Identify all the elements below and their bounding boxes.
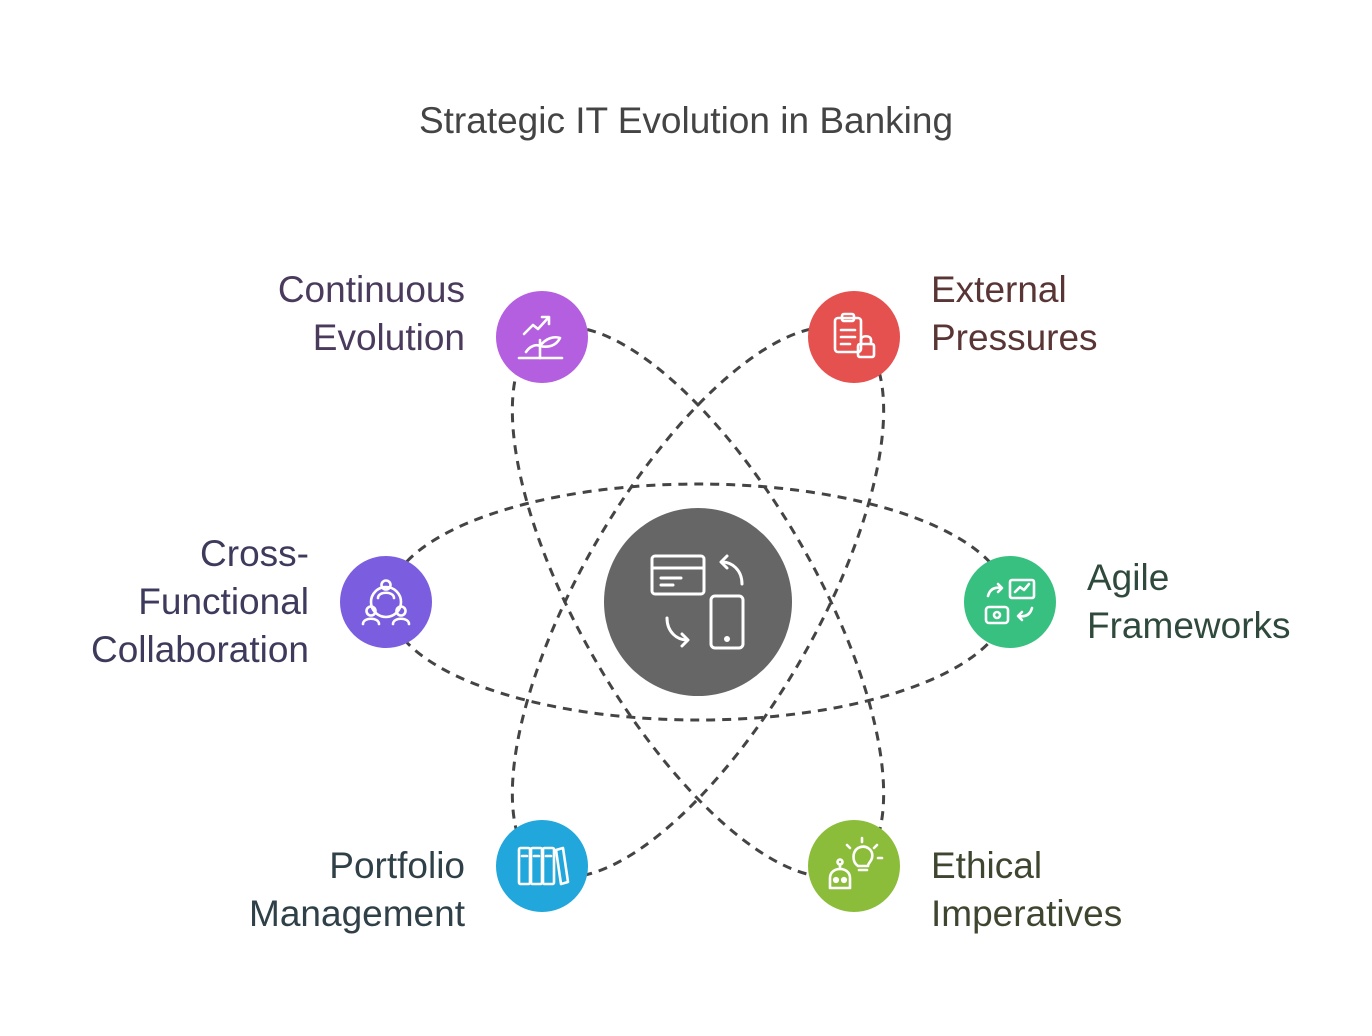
growth-plant-icon bbox=[517, 315, 564, 360]
node-ethical-imperatives bbox=[808, 820, 900, 912]
node-continuous-evolution bbox=[496, 291, 588, 383]
center-hub bbox=[604, 508, 792, 696]
label-cross-functional-collaboration: Cross- Functional Collaboration bbox=[90, 533, 309, 670]
clipboard-lock-icon bbox=[833, 312, 876, 359]
diagram-title: Strategic IT Evolution in Banking bbox=[418, 100, 954, 141]
agile-cycle-icon bbox=[984, 578, 1036, 625]
robot-idea-icon bbox=[828, 836, 884, 890]
label-portfolio-management: Portfolio Management bbox=[249, 845, 465, 934]
digital-transformation-icon bbox=[650, 554, 745, 650]
node-agile-frameworks bbox=[964, 556, 1056, 648]
node-external-pressures bbox=[808, 291, 900, 383]
label-agile-frameworks: Agile Frameworks bbox=[1087, 557, 1291, 646]
binders-icon bbox=[517, 846, 570, 886]
label-continuous-evolution: Continuous Evolution bbox=[277, 269, 465, 358]
node-portfolio-management bbox=[496, 820, 588, 912]
team-network-icon bbox=[361, 579, 411, 626]
label-external-pressures: External Pressures bbox=[931, 269, 1098, 358]
node-cross-functional-collaboration bbox=[340, 556, 432, 648]
label-ethical-imperatives: Ethical Imperatives bbox=[931, 845, 1123, 934]
